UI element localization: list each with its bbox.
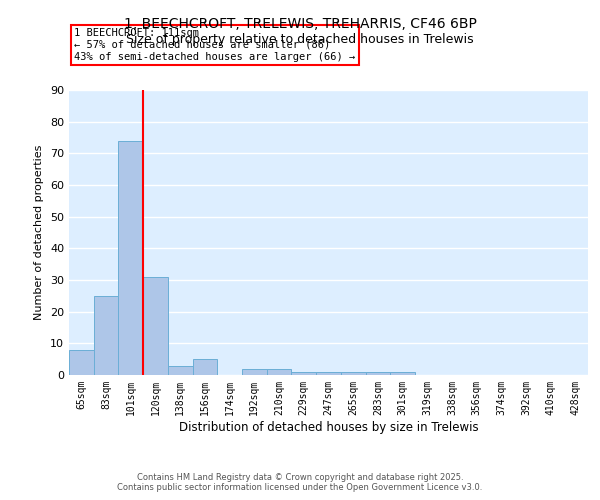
Text: Contains HM Land Registry data © Crown copyright and database right 2025.
Contai: Contains HM Land Registry data © Crown c…	[118, 473, 482, 492]
Bar	[69, 350, 94, 375]
Bar	[267, 368, 292, 375]
Bar	[341, 372, 365, 375]
Bar	[143, 277, 168, 375]
Bar	[292, 372, 316, 375]
Bar	[94, 296, 118, 375]
X-axis label: Distribution of detached houses by size in Trelewis: Distribution of detached houses by size …	[179, 420, 478, 434]
Bar	[168, 366, 193, 375]
Text: Size of property relative to detached houses in Trelewis: Size of property relative to detached ho…	[126, 32, 474, 46]
Text: 1 BEECHCROFT: 111sqm
← 57% of detached houses are smaller (86)
43% of semi-detac: 1 BEECHCROFT: 111sqm ← 57% of detached h…	[74, 28, 355, 62]
Text: 1, BEECHCROFT, TRELEWIS, TREHARRIS, CF46 6BP: 1, BEECHCROFT, TRELEWIS, TREHARRIS, CF46…	[124, 18, 476, 32]
Bar	[316, 372, 341, 375]
Bar	[118, 140, 143, 375]
Bar	[365, 372, 390, 375]
Bar	[242, 368, 267, 375]
Y-axis label: Number of detached properties: Number of detached properties	[34, 145, 44, 320]
Bar	[193, 359, 217, 375]
Bar	[390, 372, 415, 375]
